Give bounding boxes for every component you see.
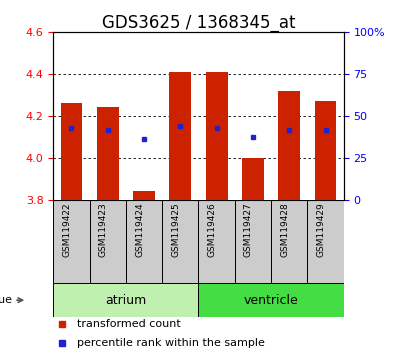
Text: GSM119422: GSM119422: [62, 202, 71, 257]
Bar: [53, 200, 90, 284]
Text: GSM119425: GSM119425: [171, 202, 181, 257]
Text: tissue: tissue: [0, 295, 13, 305]
Bar: [235, 200, 271, 284]
Bar: [278, 91, 300, 200]
Bar: [307, 200, 344, 284]
Bar: [169, 72, 191, 200]
Bar: [97, 107, 118, 200]
Bar: [90, 200, 126, 284]
Text: transformed count: transformed count: [77, 319, 180, 329]
Bar: [199, 200, 235, 284]
Text: atrium: atrium: [105, 294, 147, 307]
Bar: [242, 158, 264, 200]
Text: GSM119429: GSM119429: [316, 202, 325, 257]
Bar: [133, 191, 155, 200]
Bar: [126, 200, 162, 284]
Title: GDS3625 / 1368345_at: GDS3625 / 1368345_at: [102, 14, 295, 32]
Text: GSM119428: GSM119428: [280, 202, 289, 257]
Bar: [53, 284, 199, 317]
Bar: [314, 101, 337, 200]
Bar: [199, 284, 344, 317]
Bar: [162, 200, 199, 284]
Bar: [206, 72, 228, 200]
Text: percentile rank within the sample: percentile rank within the sample: [77, 338, 264, 348]
Text: GSM119427: GSM119427: [244, 202, 253, 257]
Text: ventricle: ventricle: [244, 294, 299, 307]
Bar: [60, 103, 83, 200]
Text: GSM119426: GSM119426: [208, 202, 216, 257]
Text: GSM119424: GSM119424: [135, 202, 144, 257]
Text: GSM119423: GSM119423: [99, 202, 108, 257]
Bar: [271, 200, 307, 284]
